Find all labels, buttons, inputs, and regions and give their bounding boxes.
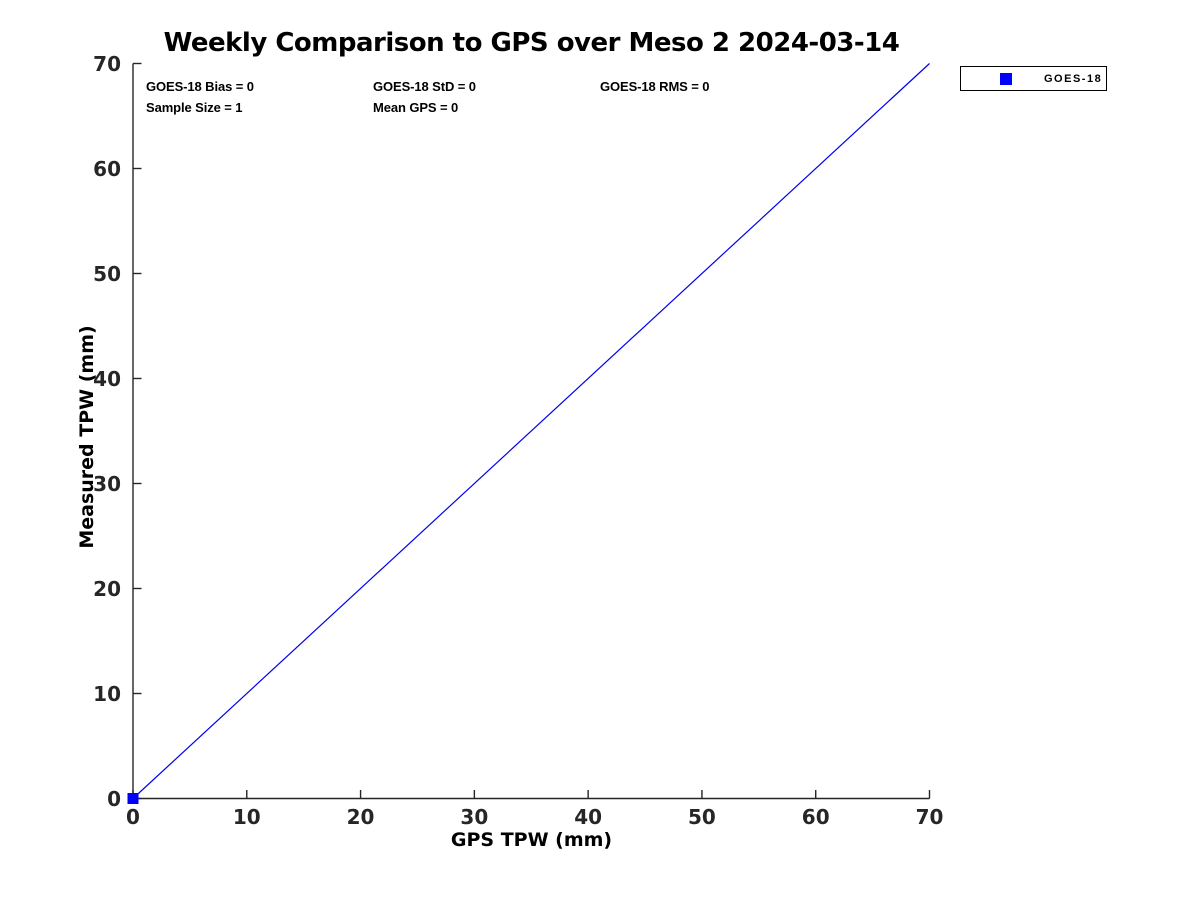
stat-mean-gps: Mean GPS = 0 bbox=[373, 100, 459, 115]
legend-marker-square-icon bbox=[1000, 72, 1012, 85]
stat-std: GOES-18 StD = 0 bbox=[373, 79, 476, 94]
chart-title: Weekly Comparison to GPS over Meso 2 202… bbox=[163, 28, 900, 58]
y-tick-label: 30 bbox=[93, 471, 121, 496]
identity-line bbox=[132, 63, 930, 799]
y-tick-label: 20 bbox=[93, 576, 121, 601]
y-tick-label: 50 bbox=[93, 261, 121, 286]
x-tick-label: 20 bbox=[346, 805, 375, 829]
x-tick-label: 70 bbox=[915, 805, 944, 829]
y-tick-label: 70 bbox=[93, 51, 121, 76]
x-tick-label: 60 bbox=[801, 805, 830, 829]
x-tick-label: 0 bbox=[126, 805, 140, 829]
y-axis-label: Measured TPW (mm) bbox=[76, 325, 98, 549]
x-axis-label: GPS TPW (mm) bbox=[450, 829, 613, 851]
x-tick-label: 30 bbox=[460, 805, 489, 829]
data-point-marker bbox=[127, 793, 139, 804]
stat-sample-size: Sample Size = 1 bbox=[146, 100, 243, 115]
y-tick-label: 0 bbox=[107, 786, 121, 811]
legend-series-label: GOES-18 bbox=[1044, 72, 1103, 85]
y-tick-label: 40 bbox=[93, 366, 121, 391]
stat-bias: GOES-18 Bias = 0 bbox=[146, 79, 254, 94]
stat-rms: GOES-18 RMS = 0 bbox=[600, 79, 710, 94]
y-tick-label: 10 bbox=[93, 681, 121, 706]
x-tick-label: 10 bbox=[232, 805, 261, 829]
y-tick-label: 60 bbox=[93, 156, 121, 181]
x-tick-label: 50 bbox=[688, 805, 716, 829]
legend: GOES-18 bbox=[960, 66, 1107, 91]
x-tick-label: 40 bbox=[574, 805, 603, 829]
